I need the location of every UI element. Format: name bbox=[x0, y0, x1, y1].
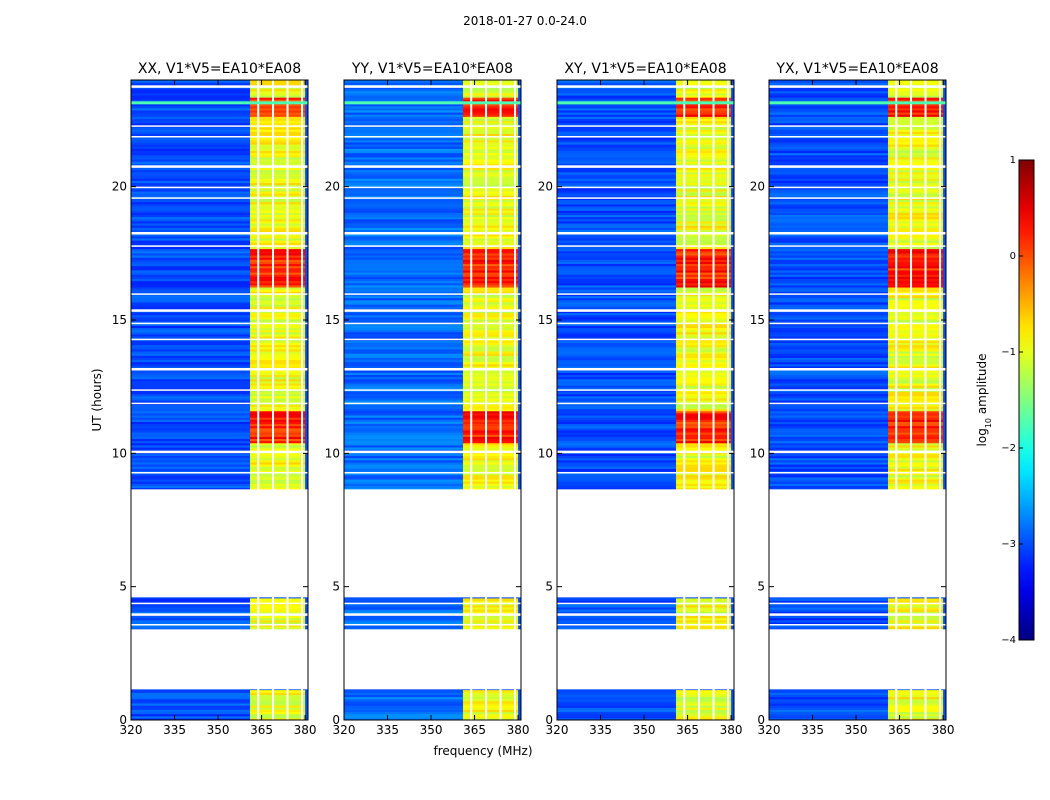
panel-title: XY, V1*V5=EA10*EA08 bbox=[564, 61, 726, 77]
y-tick-label: 20 bbox=[112, 180, 127, 194]
heatmap-xy bbox=[557, 80, 734, 720]
x-tick-label: 335 bbox=[376, 723, 399, 737]
axes-frame bbox=[556, 79, 735, 721]
y-tick-label: 10 bbox=[325, 446, 340, 460]
y-tick-label: 10 bbox=[112, 446, 127, 460]
colorbar-tick-label: −2 bbox=[1001, 443, 1016, 454]
y-tick-label: 0 bbox=[332, 713, 340, 727]
heatmap-yy bbox=[344, 80, 521, 720]
x-tick-label: 335 bbox=[801, 723, 824, 737]
y-tick-label: 0 bbox=[545, 713, 553, 727]
x-tick-label: 320 bbox=[120, 723, 143, 737]
x-tick-label: 380 bbox=[720, 723, 743, 737]
colorbar-tick-label: 0 bbox=[1010, 251, 1016, 262]
axes-frame bbox=[768, 79, 947, 721]
x-tick-label: 320 bbox=[758, 723, 781, 737]
y-tick-label: 0 bbox=[757, 713, 765, 727]
heatmap-yx bbox=[769, 80, 946, 720]
colorbar: 1 0 −1 −2 −3 −4 log10 amplitude bbox=[975, 155, 1035, 646]
axes-frame bbox=[343, 79, 522, 721]
x-tick-label: 350 bbox=[633, 723, 656, 737]
y-tick-label: 15 bbox=[325, 313, 340, 327]
x-tick-label: 380 bbox=[294, 723, 317, 737]
y-tick-label: 15 bbox=[538, 313, 553, 327]
colorbar-tick-label: 1 bbox=[1010, 155, 1016, 166]
y-tick-label: 10 bbox=[538, 446, 553, 460]
y-tick-label: 10 bbox=[750, 446, 765, 460]
y-axis-label: UT (hours) bbox=[90, 368, 104, 431]
x-tick-label: 335 bbox=[163, 723, 186, 737]
panel-title: YY, V1*V5=EA10*EA08 bbox=[351, 61, 513, 77]
x-tick-label: 320 bbox=[546, 723, 569, 737]
panel-title: YX, V1*V5=EA10*EA08 bbox=[775, 61, 938, 77]
colorbar-tick-label: −4 bbox=[1001, 635, 1016, 646]
y-tick-label: 5 bbox=[332, 580, 340, 594]
panel-xy: XY, V1*V5=EA10*EA08 320 335 350 365 380 0 5 10 15… bbox=[538, 61, 743, 737]
x-tick-label: 320 bbox=[333, 723, 356, 737]
x-tick-label: 365 bbox=[888, 723, 911, 737]
x-tick-label: 365 bbox=[676, 723, 699, 737]
y-tick-label: 5 bbox=[545, 580, 553, 594]
y-tick-label: 5 bbox=[119, 580, 127, 594]
y-tick-label: 20 bbox=[538, 180, 553, 194]
colorbar-tick-label: −1 bbox=[1001, 347, 1016, 358]
heatmap-xx bbox=[131, 80, 308, 720]
figure-suptitle: 2018-01-27 0.0-24.0 bbox=[463, 14, 587, 28]
y-tick-label: 0 bbox=[119, 713, 127, 727]
axes-frame bbox=[130, 79, 309, 721]
y-tick-label: 15 bbox=[750, 313, 765, 327]
panel-yx: YX, V1*V5=EA10*EA08 320 335 350 365 380 0 5 10 15… bbox=[750, 61, 955, 737]
x-tick-label: 380 bbox=[932, 723, 955, 737]
x-axis-label: frequency (MHz) bbox=[433, 744, 532, 758]
x-tick-label: 350 bbox=[207, 723, 230, 737]
x-tick-label: 350 bbox=[845, 723, 868, 737]
y-tick-label: 20 bbox=[325, 180, 340, 194]
y-tick-label: 20 bbox=[750, 180, 765, 194]
x-tick-label: 365 bbox=[463, 723, 486, 737]
panel-yy: YY, V1*V5=EA10*EA08 320 335 350 365 380 0 5 10 15… bbox=[325, 61, 530, 737]
panel-xx: XX, V1*V5=EA10*EA08 320 335 350 365 380 0 5 10 15… bbox=[112, 61, 317, 737]
colorbar-gradient bbox=[1018, 159, 1035, 641]
x-tick-label: 350 bbox=[420, 723, 443, 737]
colorbar-tick-label: −3 bbox=[1001, 539, 1016, 550]
panel-title: XX, V1*V5=EA10*EA08 bbox=[138, 61, 301, 77]
x-tick-label: 335 bbox=[589, 723, 612, 737]
x-tick-label: 380 bbox=[507, 723, 530, 737]
y-tick-label: 5 bbox=[757, 580, 765, 594]
x-tick-label: 365 bbox=[250, 723, 273, 737]
y-tick-label: 15 bbox=[112, 313, 127, 327]
colorbar-label: log10 amplitude bbox=[975, 354, 993, 447]
